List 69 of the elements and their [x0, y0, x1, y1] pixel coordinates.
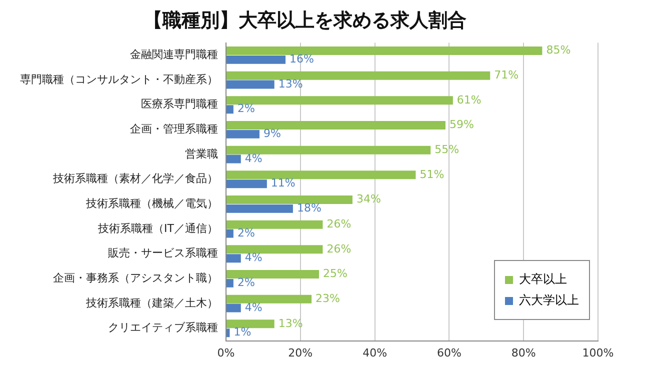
data-label: 9%	[263, 127, 281, 140]
data-label: 59%	[449, 118, 474, 132]
data-label: 4%	[244, 251, 262, 264]
x-tick-label: 40%	[362, 346, 388, 360]
bar	[226, 146, 431, 154]
data-label: 18%	[296, 202, 322, 215]
bar	[226, 71, 490, 80]
y-tick-label: 技術系職種（素材／化学／食品）	[52, 172, 218, 186]
y-tick-label: 販売・サービス系職種	[108, 246, 218, 260]
bar	[226, 180, 267, 188]
bar	[226, 46, 542, 55]
data-label: 2%	[237, 102, 255, 116]
bar	[226, 196, 352, 204]
y-tick-label: 技術系職種（建築／土木）	[85, 296, 218, 310]
y-tick-label: 金融関連専門職種	[130, 48, 218, 62]
data-label: 51%	[420, 168, 444, 181]
data-label: 4%	[244, 300, 262, 314]
data-label: 1%	[234, 326, 252, 339]
x-tick-label: 0%	[217, 346, 235, 360]
x-tick-label: 60%	[436, 346, 462, 360]
y-tick-label: 企画・事務系（アシスタント職）	[53, 272, 218, 285]
data-label: 85%	[546, 44, 571, 57]
data-label: 2%	[237, 276, 255, 290]
x-tick-label: 20%	[288, 346, 313, 360]
legend-label: 大卒以上	[519, 271, 567, 288]
y-tick-label: 企画・管理系職種	[130, 122, 218, 136]
y-tick-label: 技術系職種（機械／電気）	[85, 197, 218, 210]
data-label: 55%	[434, 142, 460, 156]
data-label: 11%	[270, 176, 296, 190]
bar	[226, 220, 323, 229]
data-label: 16%	[290, 52, 314, 66]
data-label: 71%	[494, 68, 519, 82]
bar	[226, 121, 446, 130]
y-tick-label: 営業職	[185, 147, 218, 160]
data-label: 61%	[456, 93, 482, 106]
bar	[226, 105, 234, 114]
data-label: 13%	[278, 316, 303, 330]
bar	[226, 154, 241, 164]
bar	[226, 170, 416, 180]
bar	[226, 278, 234, 288]
data-label: 34%	[356, 192, 381, 206]
data-label: 4%	[244, 152, 262, 165]
bar	[226, 55, 286, 64]
data-label: 26%	[326, 217, 352, 230]
data-label: 23%	[316, 292, 340, 305]
legend-label: 六大学以上	[519, 292, 579, 309]
data-label: 25%	[323, 267, 348, 280]
bar	[226, 328, 230, 338]
bar	[226, 204, 293, 213]
bar	[226, 304, 241, 312]
bar	[226, 254, 241, 263]
data-label: 2%	[237, 226, 255, 240]
bar	[226, 245, 323, 254]
bar	[226, 270, 319, 278]
y-tick-label: クリエイティブ系職種	[108, 321, 218, 334]
bar	[226, 320, 274, 328]
y-tick-label: 専門職種（コンサルタント・不動産系）	[20, 72, 218, 86]
bar	[226, 130, 260, 138]
x-tick-label: 80%	[511, 346, 536, 360]
x-tick-label: 100%	[582, 346, 614, 360]
data-label: 26%	[326, 242, 352, 256]
y-tick-label: 技術系職種（IT／通信）	[97, 222, 218, 235]
data-label: 13%	[278, 77, 303, 90]
y-tick-label: 医療系専門職種	[141, 98, 218, 111]
bar	[226, 96, 453, 105]
bar	[226, 80, 274, 89]
bar	[226, 229, 234, 238]
bar	[226, 294, 312, 304]
chart-title: 【職種別】大卒以上を求める求人割合	[144, 9, 466, 32]
